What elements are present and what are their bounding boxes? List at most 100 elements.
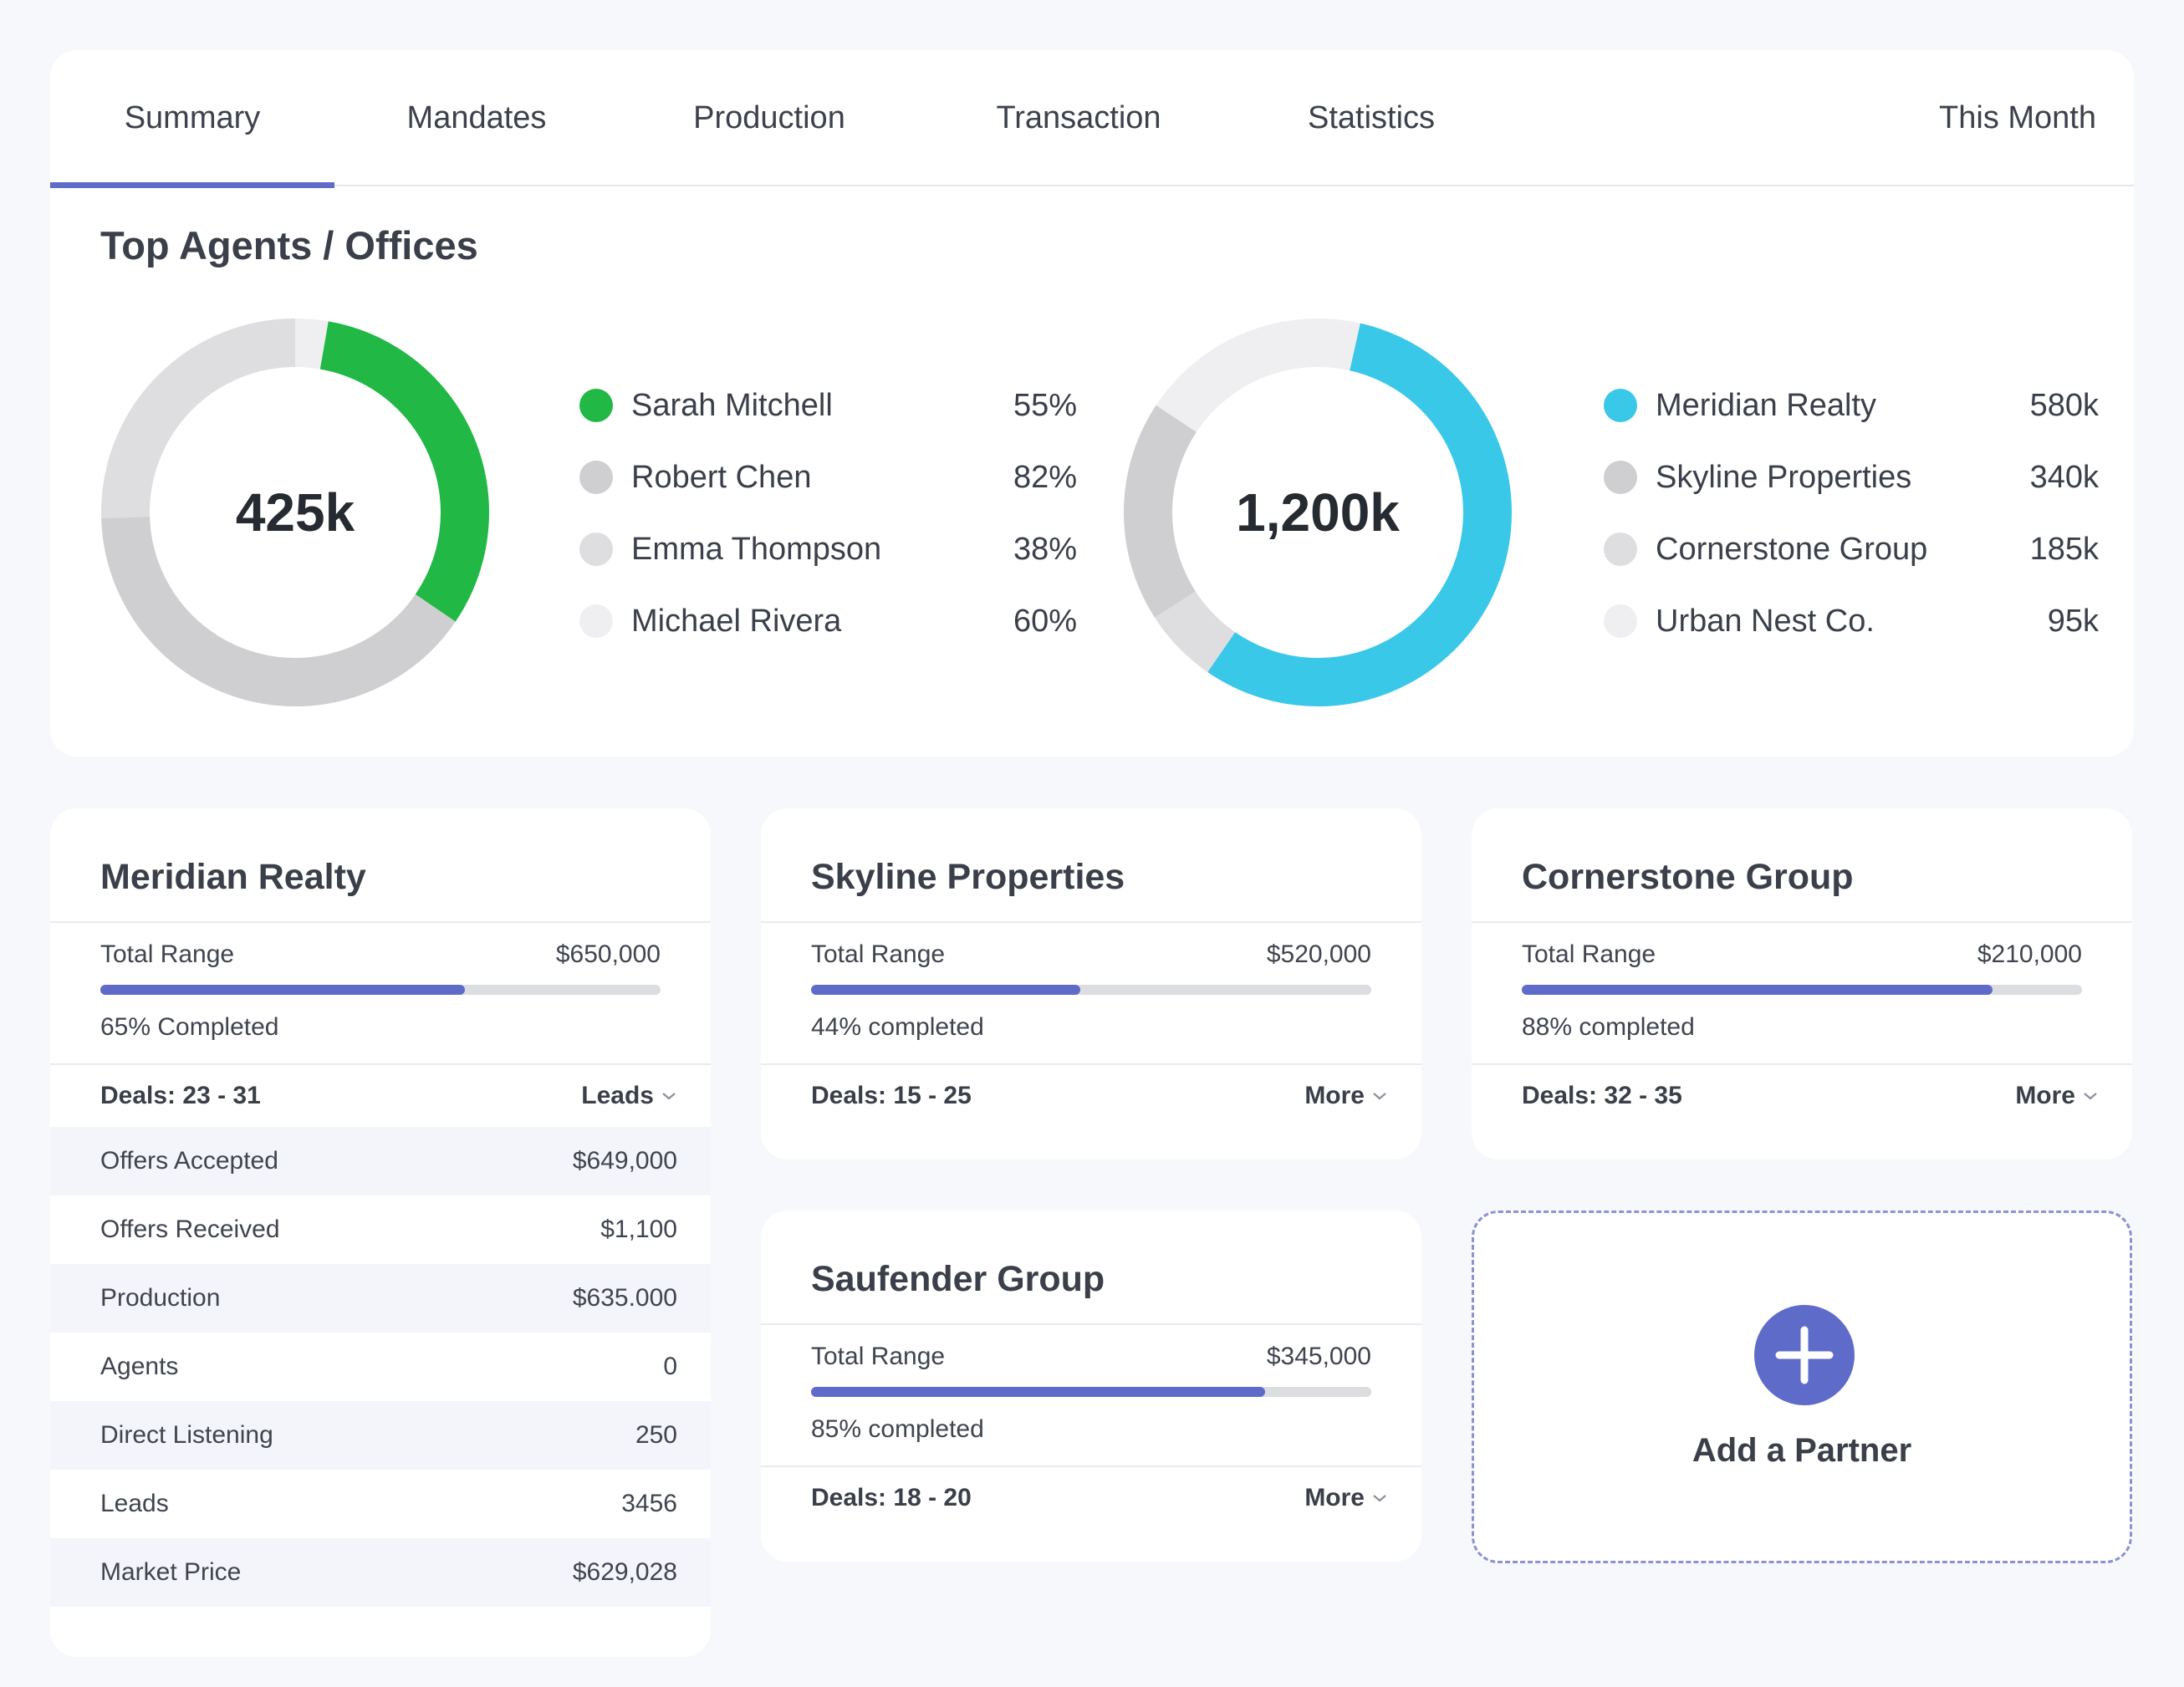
section-title: Top Agents / Offices bbox=[100, 223, 478, 268]
legend-item: Michael Rivera 60% bbox=[579, 596, 1077, 646]
stat-row: Offers Received $1,100 bbox=[50, 1195, 711, 1264]
progress-bar-fill bbox=[100, 985, 465, 995]
offices-donut-svg bbox=[1124, 319, 1512, 706]
total-range-label: Total Range bbox=[100, 940, 235, 968]
period-selector[interactable]: This Month bbox=[1939, 100, 2096, 135]
tab-summary[interactable]: Summary bbox=[50, 50, 334, 188]
stat-row: Production $635.000 bbox=[50, 1264, 711, 1333]
partner-title: Cornerstone Group bbox=[1522, 857, 1854, 897]
agents-legend: Sarah Mitchell 55% Robert Chen 82% Emma … bbox=[579, 380, 1077, 648]
stat-row: Agents 0 bbox=[50, 1333, 711, 1401]
legend-name: Robert Chen bbox=[631, 459, 812, 495]
agents-total-value: 425k bbox=[235, 482, 355, 543]
agents-donut-svg bbox=[101, 319, 489, 706]
plus-icon[interactable] bbox=[1754, 1305, 1855, 1405]
legend-dot-icon bbox=[579, 533, 613, 566]
stat-row: Leads 3456 bbox=[50, 1470, 711, 1538]
partner-title: Saufender Group bbox=[811, 1259, 1105, 1299]
legend-dot-icon bbox=[579, 389, 613, 422]
legend-dot-icon bbox=[579, 604, 613, 638]
stat-value: $649,000 bbox=[572, 1147, 677, 1175]
tab-transaction[interactable]: Transaction bbox=[996, 100, 1161, 135]
legend-dot-icon bbox=[1604, 461, 1637, 494]
divider bbox=[761, 1323, 1421, 1325]
total-range-value: $345,000 bbox=[1266, 1343, 1371, 1370]
total-range-value: $210,000 bbox=[1977, 940, 2082, 968]
legend-value: 580k bbox=[2029, 387, 2099, 423]
tab-production[interactable]: Production bbox=[693, 100, 845, 135]
deals-range: Deals: 15 - 25 bbox=[811, 1082, 972, 1109]
stat-value: 3456 bbox=[621, 1490, 677, 1517]
more-dropdown[interactable]: More bbox=[1304, 1082, 1388, 1110]
legend-dot-icon bbox=[1604, 533, 1637, 566]
legend-dot-icon bbox=[1604, 389, 1637, 422]
divider bbox=[50, 1063, 711, 1065]
legend-dot-icon bbox=[1604, 604, 1637, 638]
stat-label: Agents bbox=[100, 1353, 179, 1380]
top-summary-card: Summary Mandates Production Transaction … bbox=[50, 50, 2134, 757]
divider bbox=[1472, 1063, 2132, 1065]
progress-bar-fill bbox=[1522, 985, 1993, 995]
legend-item: Urban Nest Co. 95k bbox=[1604, 596, 2099, 646]
legend-name: Sarah Mitchell bbox=[631, 387, 833, 423]
divider bbox=[50, 921, 711, 923]
deals-range: Deals: 18 - 20 bbox=[811, 1484, 972, 1511]
stat-label: Offers Received bbox=[100, 1216, 280, 1243]
stat-value: 0 bbox=[663, 1353, 677, 1380]
donut-segment-sarah-mitchell bbox=[101, 319, 489, 706]
divider bbox=[761, 1063, 1421, 1065]
progress-bar bbox=[1522, 985, 2082, 995]
legend-item: Sarah Mitchell 55% bbox=[579, 380, 1077, 431]
progress-text: 85% completed bbox=[811, 1415, 984, 1443]
divider bbox=[1472, 921, 2132, 923]
dropdown-label: Leads bbox=[581, 1082, 654, 1109]
more-dropdown[interactable]: More bbox=[1304, 1484, 1388, 1512]
total-range-label: Total Range bbox=[811, 940, 946, 968]
donut-segment-meridian bbox=[1124, 319, 1512, 706]
total-range-value: $650,000 bbox=[555, 940, 661, 968]
dropdown-label: More bbox=[2015, 1082, 2075, 1109]
stat-label: Direct Listening bbox=[100, 1421, 273, 1449]
donut-segment-emma-thompson bbox=[101, 319, 489, 706]
more-dropdown[interactable]: More bbox=[2015, 1082, 2099, 1110]
total-range-label: Total Range bbox=[811, 1343, 946, 1370]
progress-text: 44% completed bbox=[811, 1013, 984, 1041]
chevron-down-icon bbox=[662, 1093, 676, 1100]
stat-row: Direct Listening 250 bbox=[50, 1401, 711, 1470]
partner-card-saufender-group: Saufender Group Total Range $345,000 85%… bbox=[761, 1210, 1421, 1562]
progress-bar-fill bbox=[811, 985, 1080, 995]
divider bbox=[761, 921, 1421, 923]
dropdown-label: More bbox=[1304, 1484, 1365, 1511]
legend-value: 95k bbox=[2047, 603, 2099, 639]
partner-card-meridian-realty: Meridian Realty Total Range $650,000 65%… bbox=[50, 808, 711, 1657]
legend-name: Urban Nest Co. bbox=[1656, 603, 1875, 639]
legend-item: Meridian Realty 580k bbox=[1604, 380, 2099, 431]
donut-segment-skyline bbox=[1124, 319, 1512, 706]
legend-name: Emma Thompson bbox=[631, 531, 882, 567]
legend-value: 340k bbox=[2029, 459, 2099, 495]
progress-bar bbox=[811, 985, 1371, 995]
legend-name: Michael Rivera bbox=[631, 603, 842, 639]
legend-name: Cornerstone Group bbox=[1656, 531, 1928, 567]
legend-value: 185k bbox=[2029, 531, 2099, 567]
progress-bar bbox=[811, 1387, 1371, 1397]
donut-segment-robert-chen bbox=[101, 319, 489, 706]
partner-title: Meridian Realty bbox=[100, 857, 366, 897]
tab-statistics[interactable]: Statistics bbox=[1307, 100, 1436, 135]
progress-bar-fill bbox=[811, 1387, 1265, 1397]
legend-item: Skyline Properties 340k bbox=[1604, 452, 2099, 502]
progress-text: 65% Completed bbox=[100, 1013, 279, 1041]
leads-dropdown[interactable]: Leads bbox=[581, 1082, 677, 1110]
stat-label: Offers Accepted bbox=[100, 1147, 278, 1175]
progress-bar bbox=[100, 985, 661, 995]
total-range-label: Total Range bbox=[1522, 940, 1656, 968]
partner-card-skyline-properties: Skyline Properties Total Range $520,000 … bbox=[761, 808, 1421, 1159]
dropdown-label: More bbox=[1304, 1082, 1365, 1109]
legend-name: Skyline Properties bbox=[1656, 459, 1912, 495]
legend-value: 60% bbox=[1013, 603, 1077, 639]
stat-value: $1,100 bbox=[600, 1216, 677, 1243]
deals-range: Deals: 23 - 31 bbox=[100, 1082, 261, 1109]
add-partner-button[interactable]: Add a Partner bbox=[1472, 1210, 2132, 1563]
tab-mandates[interactable]: Mandates bbox=[406, 100, 547, 135]
stat-value: $635.000 bbox=[572, 1284, 677, 1312]
